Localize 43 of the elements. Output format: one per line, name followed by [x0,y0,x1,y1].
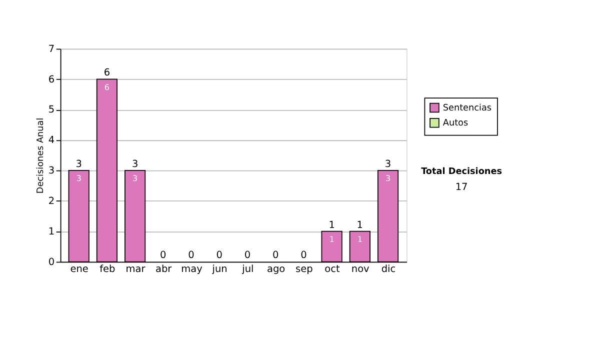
total-label: 0 [244,250,251,262]
y-tick-label: 6 [48,74,55,86]
y-tick-label: 2 [48,196,55,208]
y-tick-label: 5 [48,104,55,116]
total-label: 1 [356,220,364,231]
data-label: 6 [104,82,110,92]
total-label: 0 [160,250,166,262]
total-label: 3 [132,158,138,170]
text: 17 [455,182,468,193]
data-label: 3 [132,174,138,184]
total-label: 0 [272,250,279,262]
x-tick-label: dic [381,264,396,275]
x-tick-label: ene [70,264,88,275]
y-tick-label: 3 [48,166,55,177]
x-tick-label: jul [241,264,254,275]
total-label: 0 [300,250,307,262]
y-tick-label: 4 [48,135,55,146]
total-label: 3 [76,158,82,170]
x-tick-label: abr [156,264,173,275]
legend-label: Autos [442,118,468,129]
total-label: 6 [104,68,110,79]
y-tick-label: 7 [48,44,55,55]
x-tick-label: sep [296,264,313,275]
y-axis-title: Decisiones Anual [36,118,46,194]
x-tick-label: feb [100,264,116,275]
x-tick-label: may [181,264,203,275]
data-label: 1 [357,235,362,244]
total-label: 0 [188,250,194,262]
x-tick-label: ago [266,264,286,275]
text: Total Decisiones [421,166,502,177]
x-tick-label: oct [324,264,340,275]
legend-label: Sentencias [442,103,492,114]
y-tick-label: 1 [48,226,55,238]
x-tick-label: nov [351,264,370,275]
x-tick-label: jun [211,264,228,275]
total-label: 1 [328,220,335,231]
total-label: 3 [384,158,392,170]
data-label: 1 [329,235,334,244]
x-tick-label: mar [126,264,146,275]
y-tick-label: 0 [48,256,55,268]
total-label: 0 [216,250,222,262]
data-label: 3 [76,174,82,184]
data-label: 3 [385,174,391,184]
